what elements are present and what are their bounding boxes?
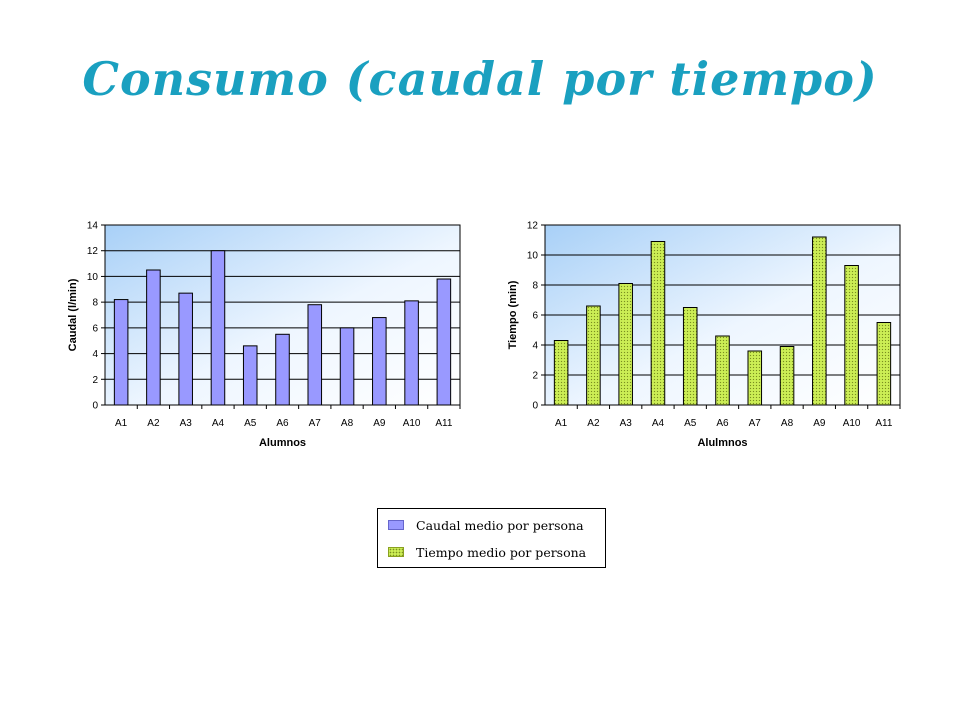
caudal-bar-a2 <box>146 269 161 406</box>
tiempo-y-tick-label: 10 <box>527 251 539 262</box>
caudal-x-tick-label: A11 <box>435 418 452 429</box>
tiempo-x-tick-label: A8 <box>781 418 794 429</box>
legend-label-tiempo: Tiempo medio por persona <box>416 544 587 560</box>
caudal-bar-a1 <box>113 299 129 406</box>
tiempo-y-tick-label: 4 <box>532 341 538 352</box>
caudal-bar-a7 <box>307 304 323 406</box>
caudal-x-tick-label: A9 <box>373 418 386 429</box>
tiempo-bar-a6 <box>715 335 730 406</box>
tiempo-x-tick-label: A3 <box>620 418 633 429</box>
caudal-bar-a11 <box>436 278 452 406</box>
tiempo-x-tick-label: A2 <box>587 418 600 429</box>
caudal-plot-border <box>104 224 461 406</box>
caudal-y-tick-label: 0 <box>92 401 98 412</box>
tiempo-bar-a9 <box>812 236 827 406</box>
caudal-x-tick-label: A5 <box>244 418 257 429</box>
tiempo-bar-a7 <box>747 350 763 406</box>
tiempo-y-axis-title: Tiempo (min) <box>507 280 519 349</box>
caudal-x-tick-label: A10 <box>403 418 421 429</box>
caudal-bar-a10 <box>404 300 419 406</box>
caudal-x-tick-label: A4 <box>212 418 225 429</box>
caudal-x-tick-label: A1 <box>115 418 128 429</box>
tiempo-bar-a11 <box>876 322 892 406</box>
tiempo-x-tick-label: A10 <box>843 418 861 429</box>
tiempo-y-tick-label: 2 <box>532 371 538 382</box>
tiempo-bar-a3 <box>618 283 633 406</box>
caudal-x-tick-label: A2 <box>147 418 160 429</box>
tiempo-y-tick-label: 12 <box>527 221 539 232</box>
tiempo-x-tick-label: A9 <box>813 418 826 429</box>
caudal-bar-chart: 0 2 4 6 8 10 12 14 A1 A2 A3 A4 A5 A6 A7 A8 A9 A10 A11 Alumn… <box>67 221 461 449</box>
caudal-y-tick-label: 8 <box>92 298 98 309</box>
caudal-bar-a5 <box>242 345 258 406</box>
caudal-y-tick-label: 2 <box>92 375 98 386</box>
caudal-bar-a9 <box>372 317 387 406</box>
tiempo-x-tick-label: A1 <box>555 418 568 429</box>
caudal-bar-a4 <box>210 250 226 406</box>
tiempo-bar-a10 <box>844 265 859 406</box>
chart-legend: Caudal medio por persona Tiempo medio po… <box>377 508 606 568</box>
caudal-y-tick-label: 14 <box>87 221 99 232</box>
caudal-x-tick-label: A6 <box>276 418 289 429</box>
caudal-x-tick-label: A3 <box>180 418 193 429</box>
tiempo-x-tick-label: A5 <box>684 418 697 429</box>
tiempo-y-tick-label: 6 <box>532 311 538 322</box>
tiempo-y-tick-label: 8 <box>532 281 538 292</box>
tiempo-x-tick-label: A6 <box>716 418 729 429</box>
legend-item-tiempo: Tiempo medio por persona <box>388 544 586 560</box>
tiempo-bar-a2 <box>586 305 601 406</box>
tiempo-bar-a1 <box>553 340 569 406</box>
tiempo-bar-chart: 0 2 4 6 8 10 12 A1 A2 A3 A4 A5 A6 A7 A8 A9 A10 A11 Alulmno… <box>507 221 901 449</box>
caudal-y-tick-label: 12 <box>87 246 99 257</box>
tiempo-y-tick-label: 0 <box>532 401 538 412</box>
caudal-bar-a8 <box>339 327 355 406</box>
legend-label-caudal: Caudal medio por persona <box>416 517 584 533</box>
tiempo-x-axis-title: Alulmnos <box>697 437 747 449</box>
caudal-bar-a3 <box>178 292 193 406</box>
caudal-y-tick-label: 6 <box>92 323 98 334</box>
tiempo-bar-a4 <box>650 241 666 406</box>
legend-item-caudal: Caudal medio por persona <box>388 517 584 533</box>
tiempo-bar-a8 <box>779 346 795 406</box>
tiempo-bar-a5 <box>682 307 698 406</box>
caudal-bar-a6 <box>275 333 290 406</box>
tiempo-x-tick-label: A7 <box>749 418 762 429</box>
caudal-x-tick-label: A8 <box>341 418 354 429</box>
caudal-y-tick-label: 4 <box>92 349 98 360</box>
caudal-y-tick-label: 10 <box>87 272 99 283</box>
caudal-y-axis-title: Caudal (l/min) <box>67 278 79 351</box>
legend-swatch-caudal <box>388 520 404 530</box>
tiempo-plot-border <box>544 224 901 406</box>
tiempo-x-tick-label: A11 <box>875 418 892 429</box>
caudal-x-tick-label: A7 <box>309 418 322 429</box>
caudal-x-axis-title: Alumnos <box>259 437 306 449</box>
legend-swatch-tiempo <box>388 547 404 557</box>
page-title: Consumo (caudal por tiempo) <box>82 52 878 106</box>
tiempo-x-tick-label: A4 <box>652 418 665 429</box>
